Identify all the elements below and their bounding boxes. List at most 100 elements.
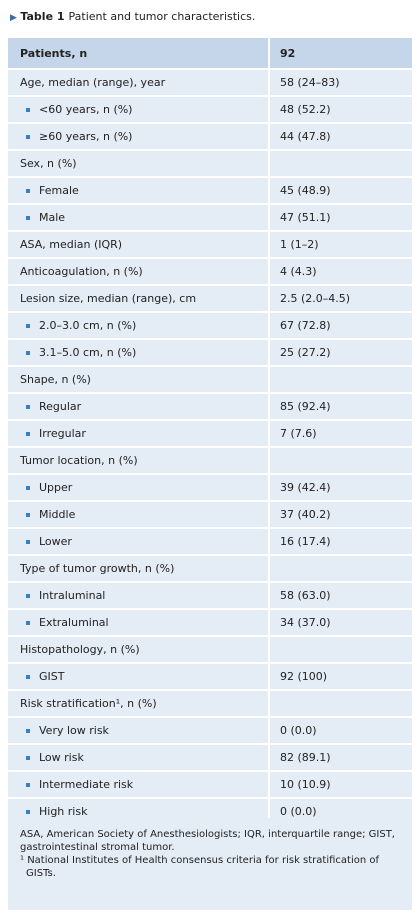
label: Lesion size, median (range), cm <box>20 292 197 305</box>
value-cell: 48 (52.2) <box>280 103 331 116</box>
label-cell: Shape, n (%) <box>8 367 270 392</box>
caption-text: Patient and tumor characteristics. <box>68 10 256 23</box>
value-cell: 45 (48.9) <box>280 184 331 197</box>
value-cell: 0 (0.0) <box>280 805 317 818</box>
table-row: ≥60 years, n (%) 44 (47.8) <box>8 124 412 151</box>
table-row: ASA, median (IQR) 1 (1–2) <box>8 232 412 259</box>
label-cell: Irregular <box>8 421 270 446</box>
table-row: Risk stratification¹, n (%) <box>8 691 412 718</box>
footnotes: ASA, American Society of Anesthesiologis… <box>8 818 412 910</box>
table-row: Intraluminal 58 (63.0) <box>8 583 412 610</box>
value-cell: 4 (4.3) <box>280 265 317 278</box>
label: Type of tumor growth, n (%) <box>20 562 175 575</box>
value-cell: 47 (51.1) <box>280 211 331 224</box>
bullet <box>26 323 30 328</box>
label: Male <box>39 211 66 224</box>
table-row: Histopathology, n (%) <box>8 637 412 664</box>
bullet <box>26 107 30 112</box>
value-cell: 44 (47.8) <box>280 130 331 143</box>
bullet <box>26 188 30 193</box>
label-cell: Regular <box>8 394 270 419</box>
label: Irregular <box>39 427 86 440</box>
label: Low risk <box>39 751 84 764</box>
bullet <box>26 215 30 220</box>
label-cell: Very low risk <box>8 718 270 743</box>
label: Age, median (range), year <box>20 76 166 89</box>
table-row: 3.1–5.0 cm, n (%) 25 (27.2) <box>8 340 412 367</box>
label: Middle <box>39 508 76 521</box>
table-row: Irregular 7 (7.6) <box>8 421 412 448</box>
bullet <box>26 539 30 544</box>
bullet <box>26 728 30 733</box>
label-cell: Histopathology, n (%) <box>8 637 270 662</box>
label: Very low risk <box>39 724 109 737</box>
value-cell: 37 (40.2) <box>280 508 331 521</box>
table-row: Lower 16 (17.4) <box>8 529 412 556</box>
label-cell: Middle <box>8 502 270 527</box>
value-cell: 1 (1–2) <box>280 238 319 251</box>
value-cell: 85 (92.4) <box>280 400 331 413</box>
label: GIST <box>39 670 65 683</box>
bullet <box>26 674 30 679</box>
header-row: Patients, n 92 <box>8 38 412 70</box>
table-row: Anticoagulation, n (%) 4 (4.3) <box>8 259 412 286</box>
value-cell: 10 (10.9) <box>280 778 331 791</box>
table-row: Lesion size, median (range), cm 2.5 (2.0–… <box>8 286 412 313</box>
value-cell: 7 (7.6) <box>280 427 317 440</box>
label-cell: GIST <box>8 664 270 689</box>
label: High risk <box>39 805 88 818</box>
label-cell: Risk stratification¹, n (%) <box>8 691 270 716</box>
label: 2.0–3.0 cm, n (%) <box>39 319 137 332</box>
label: Shape, n (%) <box>20 373 91 386</box>
table-row: Regular 85 (92.4) <box>8 394 412 421</box>
table-row: Type of tumor growth, n (%) <box>8 556 412 583</box>
table-row: Low risk 82 (89.1) <box>8 745 412 772</box>
bullet <box>26 755 30 760</box>
label-cell: Tumor location, n (%) <box>8 448 270 473</box>
value-cell: 2.5 (2.0–4.5) <box>280 292 351 305</box>
bullet <box>26 620 30 625</box>
table-row: Tumor location, n (%) <box>8 448 412 475</box>
label-cell: ≥60 years, n (%) <box>8 124 270 149</box>
caption: ▶ Table 1 Patient and tumor characteristi… <box>10 10 256 23</box>
bullet <box>26 350 30 355</box>
table-row: Middle 37 (40.2) <box>8 502 412 529</box>
header-cell: 92 <box>280 46 296 60</box>
label-cell: Male <box>8 205 270 230</box>
label: Histopathology, n (%) <box>20 643 140 656</box>
label: Intermediate risk <box>39 778 134 791</box>
bullet <box>26 431 30 436</box>
bullet <box>26 404 30 409</box>
table-row: Very low risk 0 (0.0) <box>8 718 412 745</box>
label-cell: Lesion size, median (range), cm <box>8 286 270 311</box>
bullet <box>26 512 30 517</box>
label-cell: Low risk <box>8 745 270 770</box>
bullet <box>26 809 30 814</box>
value-cell: 58 (24–83) <box>280 76 340 89</box>
label: Sex, n (%) <box>20 157 77 170</box>
value-cell: 16 (17.4) <box>280 535 331 548</box>
table-row: Sex, n (%) <box>8 151 412 178</box>
label: ≥60 years, n (%) <box>39 130 133 143</box>
label-cell: Female <box>8 178 270 203</box>
label: Upper <box>39 481 73 494</box>
label-cell: 2.0–3.0 cm, n (%) <box>8 313 270 338</box>
label: 3.1–5.0 cm, n (%) <box>39 346 137 359</box>
label-cell: Age, median (range), year <box>8 70 270 95</box>
label: Risk stratification¹, n (%) <box>20 697 157 710</box>
table-row: Extraluminal 34 (37.0) <box>8 610 412 637</box>
label-cell: Extraluminal <box>8 610 270 635</box>
label-cell: Intraluminal <box>8 583 270 608</box>
table-row: Age, median (range), year 58 (24–83) <box>8 70 412 97</box>
label-cell: Type of tumor growth, n (%) <box>8 556 270 581</box>
value-cell: 25 (27.2) <box>280 346 331 359</box>
bullet <box>26 782 30 787</box>
label: Intraluminal <box>39 589 106 602</box>
label: ASA, median (IQR) <box>20 238 123 251</box>
table-row: Male 47 (51.1) <box>8 205 412 232</box>
value-cell: 34 (37.0) <box>280 616 331 629</box>
value-cell: 58 (63.0) <box>280 589 331 602</box>
label-cell: Intermediate risk <box>8 772 270 797</box>
bullet <box>26 134 30 139</box>
